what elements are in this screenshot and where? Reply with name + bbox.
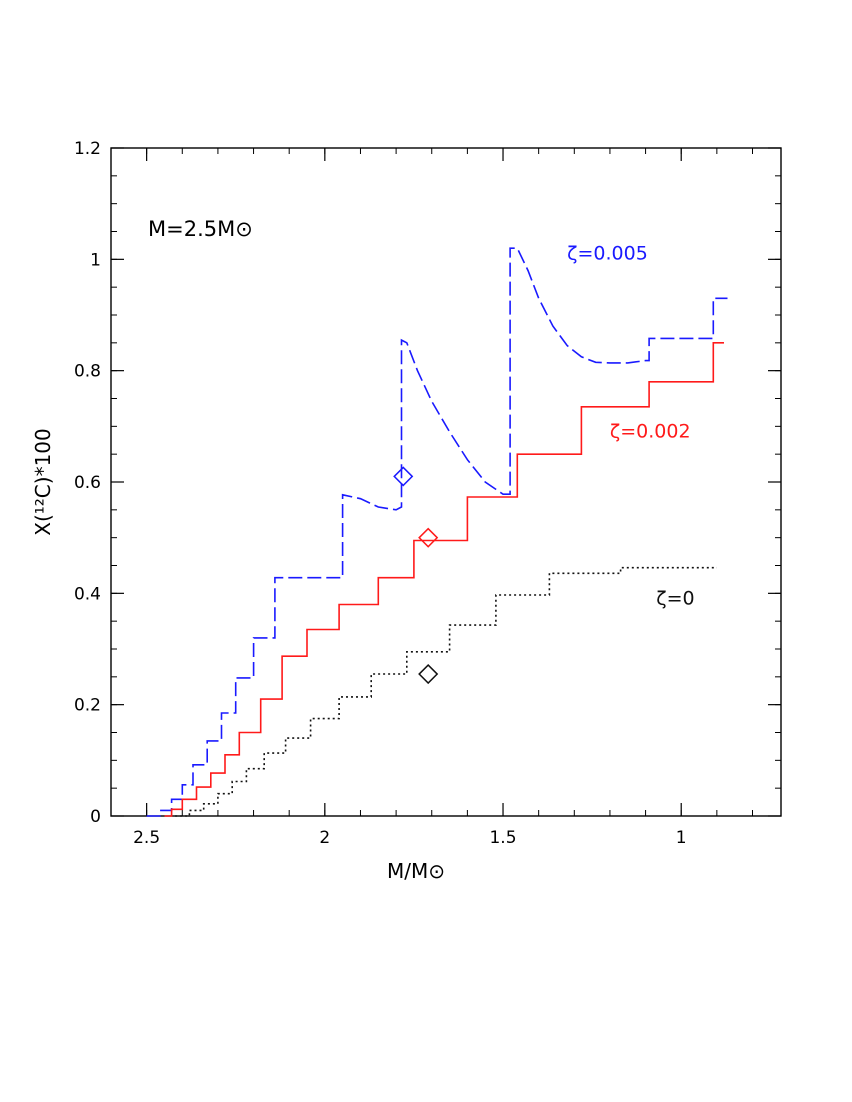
y-axis-label: X(¹²C)*100	[31, 428, 55, 535]
x-tick-label: 2	[319, 828, 330, 848]
series-label-0: ζ=0.005	[567, 242, 648, 264]
mass-annotation: M=2.5M⊙	[148, 217, 253, 241]
x-tick-label: 1.5	[489, 828, 516, 848]
diamond-marker-2	[418, 663, 439, 685]
series-line-0	[146, 247, 728, 817]
series-line-2	[175, 566, 717, 817]
x-axis-label: M/M⊙	[387, 859, 445, 883]
series-line-1	[164, 341, 724, 817]
series-label-1: ζ=0.002	[610, 420, 691, 442]
y-tick-label: 0.6	[74, 473, 101, 493]
x-tick-label: 2.5	[133, 828, 160, 848]
diamond-marker-0	[393, 466, 414, 487]
x-tick-label: 1	[676, 828, 687, 848]
y-tick-label: 1.2	[74, 139, 101, 159]
y-tick-label: 0.2	[74, 696, 101, 716]
y-tick-label: 0	[90, 807, 101, 827]
y-tick-label: 0.8	[74, 362, 101, 382]
diamond-marker-1	[418, 527, 439, 548]
plot-frame	[110, 147, 782, 817]
series-label-2: ζ=0	[656, 587, 694, 609]
y-tick-label: 1	[90, 250, 101, 270]
y-tick-label: 0.4	[74, 584, 101, 604]
